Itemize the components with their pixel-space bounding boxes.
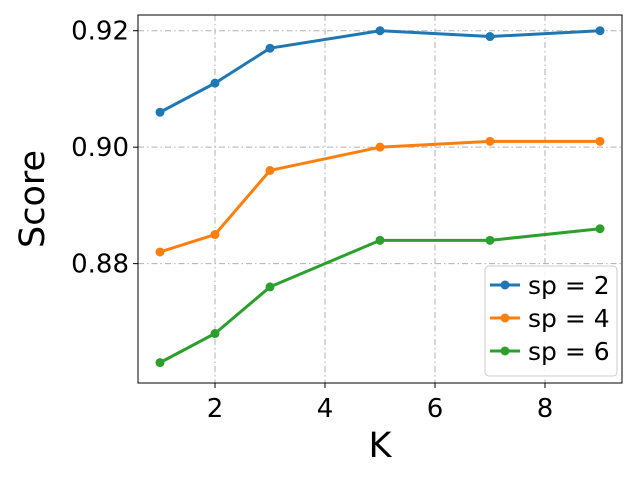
series-line bbox=[158, 227, 602, 365]
legend-label: sp = 6 bbox=[528, 337, 610, 366]
series-line bbox=[158, 29, 602, 114]
legend-label: sp = 2 bbox=[528, 271, 610, 300]
series-1 bbox=[155, 26, 605, 117]
data-point bbox=[485, 136, 495, 146]
series-layer bbox=[155, 26, 605, 368]
legend-marker bbox=[500, 280, 510, 290]
legend-marker bbox=[500, 313, 510, 323]
data-point bbox=[265, 282, 275, 292]
data-point bbox=[595, 26, 605, 36]
series-3 bbox=[155, 224, 605, 368]
y-axis-ticks: 0.88 0.90 0.92 bbox=[71, 17, 138, 280]
series-line bbox=[158, 139, 602, 254]
legend-item: sp = 4 bbox=[490, 304, 610, 333]
legend: sp = 2 sp = 4 sp = 6 bbox=[484, 265, 618, 377]
data-point bbox=[375, 142, 385, 152]
data-point bbox=[265, 165, 275, 175]
data-point bbox=[595, 136, 605, 146]
legend-item: sp = 2 bbox=[490, 271, 610, 300]
data-point bbox=[210, 78, 220, 88]
data-point bbox=[210, 329, 220, 339]
x-tick-label: 8 bbox=[537, 394, 554, 424]
data-point bbox=[210, 230, 220, 240]
legend-box bbox=[484, 265, 618, 377]
data-point bbox=[485, 235, 495, 245]
data-point bbox=[485, 32, 495, 42]
x-axis-ticks: 2 4 6 8 bbox=[207, 383, 554, 424]
data-point bbox=[155, 358, 165, 368]
x-tick-label: 4 bbox=[317, 394, 334, 424]
y-tick-label: 0.92 bbox=[71, 17, 129, 47]
series-2 bbox=[155, 136, 605, 257]
y-tick-label: 0.88 bbox=[71, 250, 129, 280]
data-point bbox=[155, 107, 165, 117]
plot-frame bbox=[137, 14, 623, 384]
data-point bbox=[155, 247, 165, 257]
data-point bbox=[595, 224, 605, 234]
y-axis-label: Score bbox=[13, 150, 53, 248]
y-tick-label: 0.90 bbox=[71, 133, 129, 163]
x-axis-label: K bbox=[369, 426, 393, 466]
legend-label: sp = 4 bbox=[528, 304, 610, 333]
legend-item: sp = 6 bbox=[490, 337, 610, 366]
x-tick-label: 2 bbox=[207, 394, 224, 424]
data-point bbox=[265, 43, 275, 53]
data-point bbox=[375, 26, 385, 36]
data-point bbox=[375, 235, 385, 245]
x-tick-label: 6 bbox=[427, 394, 444, 424]
legend-marker bbox=[500, 346, 510, 356]
